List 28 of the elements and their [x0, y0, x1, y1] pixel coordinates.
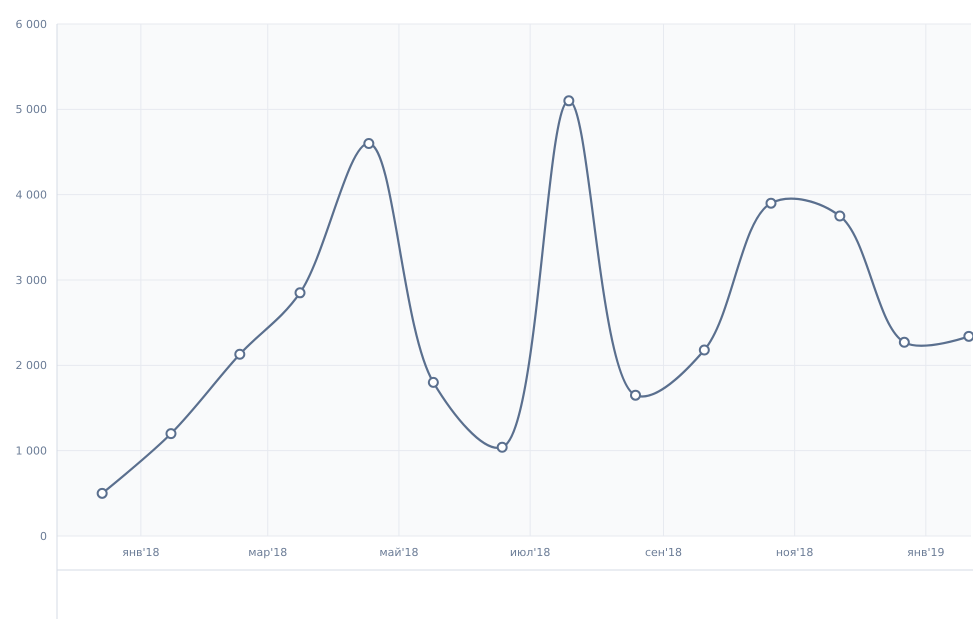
point [496, 442, 508, 453]
y-tick-label: 1 000 [16, 444, 47, 458]
point [963, 330, 973, 342]
x-tick-label: май'18 [379, 546, 419, 559]
x-tick-label: ноя'18 [776, 546, 814, 559]
x-tick-label: сен'18 [644, 546, 682, 559]
point [428, 376, 439, 388]
point [96, 488, 108, 499]
y-tick-label: 2 000 [16, 359, 47, 372]
y-tick-label: 5 000 [16, 103, 47, 116]
point [563, 95, 574, 106]
x-tick-label: янв'19 [907, 546, 944, 559]
x-tick-label: июл'18 [510, 546, 550, 559]
y-tick-label: 3 000 [16, 274, 47, 287]
x-tick-label: янв'18 [122, 546, 160, 559]
point [834, 210, 846, 222]
point [765, 198, 776, 209]
y-tick-label: 0 [40, 530, 47, 543]
point [165, 428, 176, 440]
point [234, 348, 246, 360]
point [294, 287, 306, 298]
point [630, 390, 642, 401]
point [898, 336, 910, 348]
y-tick-label: 6 000 [16, 18, 47, 31]
point [698, 344, 710, 356]
y-tick-label: 4 000 [16, 188, 47, 202]
x-tick-label: мар'18 [248, 546, 288, 559]
point [363, 138, 374, 149]
